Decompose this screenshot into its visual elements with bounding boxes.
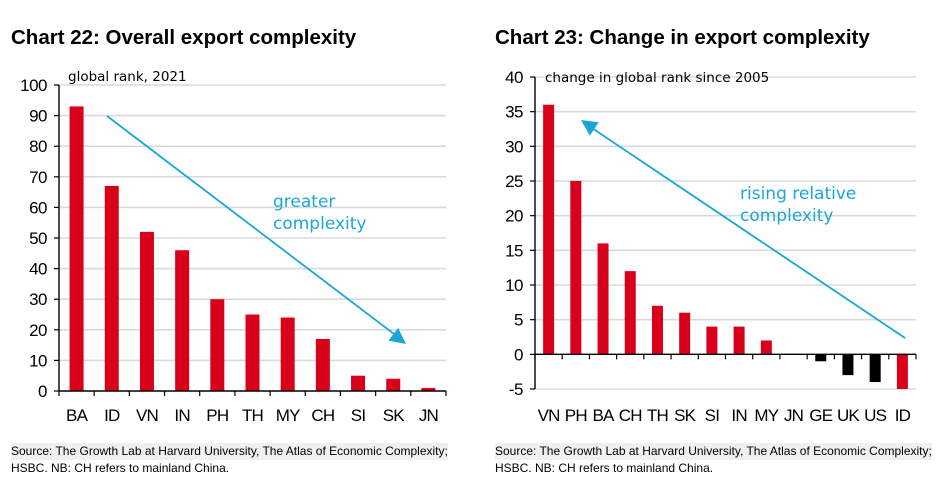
bar-id [104, 185, 119, 391]
x-tick-label: TH [242, 406, 263, 425]
x-tick-label: SI [705, 406, 720, 425]
trend-arrow-head-icon [581, 120, 599, 136]
bar-ge [815, 354, 827, 362]
bar-ph [570, 181, 582, 355]
chart-23-plot: -5 0 5 10 15 20 25 30 35 40 VN PH BA CH TH SK SI IN MY JN GE… [505, 68, 917, 425]
x-tick-label: JN [419, 406, 438, 425]
bar-in [175, 250, 190, 391]
y-tick-label: 40 [29, 260, 47, 279]
x-tick-label: GE [809, 406, 832, 425]
annotation-text: rising relative [740, 184, 856, 204]
bar-my [280, 317, 295, 391]
bar-uk [842, 354, 854, 376]
y-tick-label: 25 [505, 172, 523, 191]
x-tick-label: BA [592, 406, 615, 425]
y-tick-label: 15 [505, 241, 523, 260]
x-tick-label: IN [174, 406, 189, 425]
trend-arrow-line [588, 125, 906, 339]
x-tick-label: IN [731, 406, 746, 425]
bar-us [869, 354, 881, 383]
x-tick-label: PH [565, 406, 587, 425]
y-tick-label: 10 [505, 276, 523, 295]
annotation-text: complexity [273, 214, 367, 234]
bar-id [896, 354, 908, 389]
x-tick-label: JN [784, 406, 803, 425]
x-tick-label: PH [206, 406, 228, 425]
bar-my [760, 340, 772, 355]
trend-arrow-line [106, 115, 399, 338]
bar-jn [421, 387, 436, 391]
x-tick-label: VN [136, 406, 158, 425]
bar-si [351, 375, 366, 391]
bar-ch [624, 271, 636, 355]
chart-22-title: Chart 22: Overall export complexity [11, 26, 357, 49]
x-tick-label: ID [104, 406, 120, 425]
y-tick-label: 70 [29, 168, 47, 187]
y-tick-label: 10 [29, 351, 47, 370]
x-tick-label: US [864, 406, 886, 425]
x-tick-label: SK [674, 406, 697, 425]
x-tick-label: CH [619, 406, 642, 425]
y-tick-label: 40 [505, 68, 523, 87]
annotation-text: complexity [740, 206, 834, 226]
chart-subtitle: change in global rank since 2005 [545, 70, 769, 86]
bar-ba [69, 106, 84, 392]
x-tick-label: MY [276, 406, 300, 425]
x-tick-label: TH [647, 406, 668, 425]
y-tick-label: 20 [505, 207, 523, 226]
bar-sk [386, 378, 401, 391]
bar-ba [597, 243, 609, 355]
bar-vn [543, 104, 555, 355]
trend-arrow-head-icon [388, 327, 406, 344]
y-tick-label: 100 [20, 76, 47, 95]
y-tick-label: -5 [509, 380, 523, 399]
source-line-2: HSBC. NB: CH refers to mainland China. [495, 461, 714, 475]
bar-ch [315, 338, 330, 391]
source-line-1: Source: The Growth Lab at Harvard Univer… [495, 443, 932, 460]
bar-sk [679, 312, 691, 355]
annotation-text: greater [273, 192, 335, 212]
x-tick-label: UK [837, 406, 860, 425]
y-tick-label: 5 [514, 311, 523, 330]
y-tick-label: 35 [505, 103, 523, 122]
y-tick-label: 90 [29, 107, 47, 126]
x-tick-label: MY [754, 406, 778, 425]
x-tick-label: VN [538, 406, 560, 425]
chart-23-title: Chart 23: Change in export complexity [495, 26, 870, 49]
x-tick-label: BA [66, 406, 89, 425]
source-line-2: HSBC. NB: CH refers to mainland China. [11, 461, 230, 475]
chart-23-source: Source: The Growth Lab at Harvard Univer… [495, 443, 932, 477]
bar-si [706, 326, 718, 355]
y-tick-label: 80 [29, 137, 47, 156]
y-tick-label: 30 [29, 290, 47, 309]
x-tick-label: SK [383, 406, 406, 425]
x-tick-label: SI [351, 406, 366, 425]
bar-vn [139, 231, 154, 391]
y-tick-label: 0 [514, 345, 523, 364]
bar-th [245, 314, 260, 391]
chart-22-plot: 0 10 20 30 40 50 60 70 80 90 100 BA ID VN IN PH TH MY CH SI… [20, 69, 447, 425]
y-tick-label: 0 [38, 382, 47, 401]
source-line-1: Source: The Growth Lab at Harvard Univer… [11, 443, 448, 460]
chart-22-source: Source: The Growth Lab at Harvard Univer… [11, 443, 448, 477]
y-tick-label: 20 [29, 321, 47, 340]
bar-th [651, 305, 663, 355]
x-tick-label: CH [311, 406, 334, 425]
x-tick-label: ID [895, 406, 911, 425]
bar-in [733, 326, 745, 355]
y-tick-label: 60 [29, 198, 47, 217]
bar-ph [210, 299, 225, 391]
chart-subtitle: global rank, 2021 [68, 69, 187, 85]
y-tick-label: 30 [505, 137, 523, 156]
y-tick-label: 50 [29, 229, 47, 248]
